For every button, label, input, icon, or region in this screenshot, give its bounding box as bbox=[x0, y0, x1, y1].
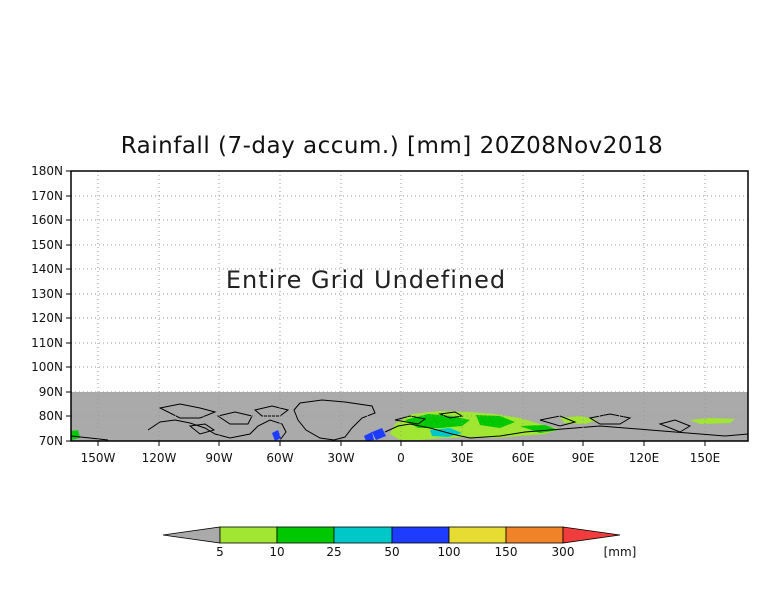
colorbar-label: 50 bbox=[384, 545, 399, 559]
lon-label: 60W bbox=[266, 451, 293, 465]
colorbar-unit: [mm] bbox=[604, 545, 637, 559]
lat-label: 170N bbox=[31, 189, 63, 203]
colorbar-bin bbox=[448, 526, 507, 544]
colorbar-bin bbox=[276, 526, 335, 544]
lon-label: 120E bbox=[629, 451, 660, 465]
lon-label: 150E bbox=[690, 451, 721, 465]
colorbar: 5 10 25 50 100 150 300 [mm] bbox=[162, 526, 637, 559]
lat-label: 130N bbox=[31, 287, 63, 301]
longitude-labels: 150W 120W 90W 60W 30W 0 30E 60E 90E 120E… bbox=[81, 451, 721, 465]
lat-label: 90N bbox=[39, 385, 63, 399]
map-title: Rainfall (7-day accum.) [mm] 20Z08Nov201… bbox=[120, 133, 664, 159]
lon-label: 30W bbox=[327, 451, 354, 465]
lon-label: 0 bbox=[397, 451, 405, 465]
colorbar-label: 100 bbox=[438, 545, 461, 559]
colorbar-label: 300 bbox=[552, 545, 575, 559]
lon-label: 90W bbox=[205, 451, 232, 465]
undefined-grid-message: Entire Grid Undefined bbox=[226, 266, 506, 294]
lat-label: 110N bbox=[31, 336, 63, 350]
plot-frame bbox=[70, 170, 749, 442]
lat-label: 120N bbox=[31, 311, 63, 325]
lat-label: 160N bbox=[31, 213, 63, 227]
lat-label: 140N bbox=[31, 262, 63, 276]
colorbar-label: 10 bbox=[269, 545, 284, 559]
lat-label: 80N bbox=[39, 409, 63, 423]
lat-label: 70N bbox=[39, 434, 63, 448]
colorbar-bin bbox=[505, 526, 564, 544]
axis-ticks bbox=[66, 170, 706, 446]
latitude-labels: 180N 170N 160N 150N 140N 130N 120N 110N … bbox=[31, 164, 63, 448]
lon-label: 30E bbox=[451, 451, 474, 465]
lon-label: 90E bbox=[572, 451, 595, 465]
colorbar-max-triangle bbox=[562, 526, 621, 544]
colorbar-label: 5 bbox=[216, 545, 224, 559]
colorbar-bin bbox=[333, 526, 393, 544]
colorbar-label: 25 bbox=[326, 545, 341, 559]
colorbar-bin bbox=[391, 526, 450, 544]
lon-label: 150W bbox=[81, 451, 116, 465]
lat-label: 150N bbox=[31, 238, 63, 252]
colorbar-undefined-triangle bbox=[162, 526, 221, 544]
lat-label: 180N bbox=[31, 164, 63, 178]
colorbar-label: 150 bbox=[495, 545, 518, 559]
lat-label: 100N bbox=[31, 360, 63, 374]
lon-label: 60E bbox=[512, 451, 535, 465]
graticule bbox=[71, 171, 748, 441]
lon-label: 120W bbox=[142, 451, 177, 465]
coastlines bbox=[70, 399, 749, 441]
colorbar-bin bbox=[219, 526, 278, 544]
